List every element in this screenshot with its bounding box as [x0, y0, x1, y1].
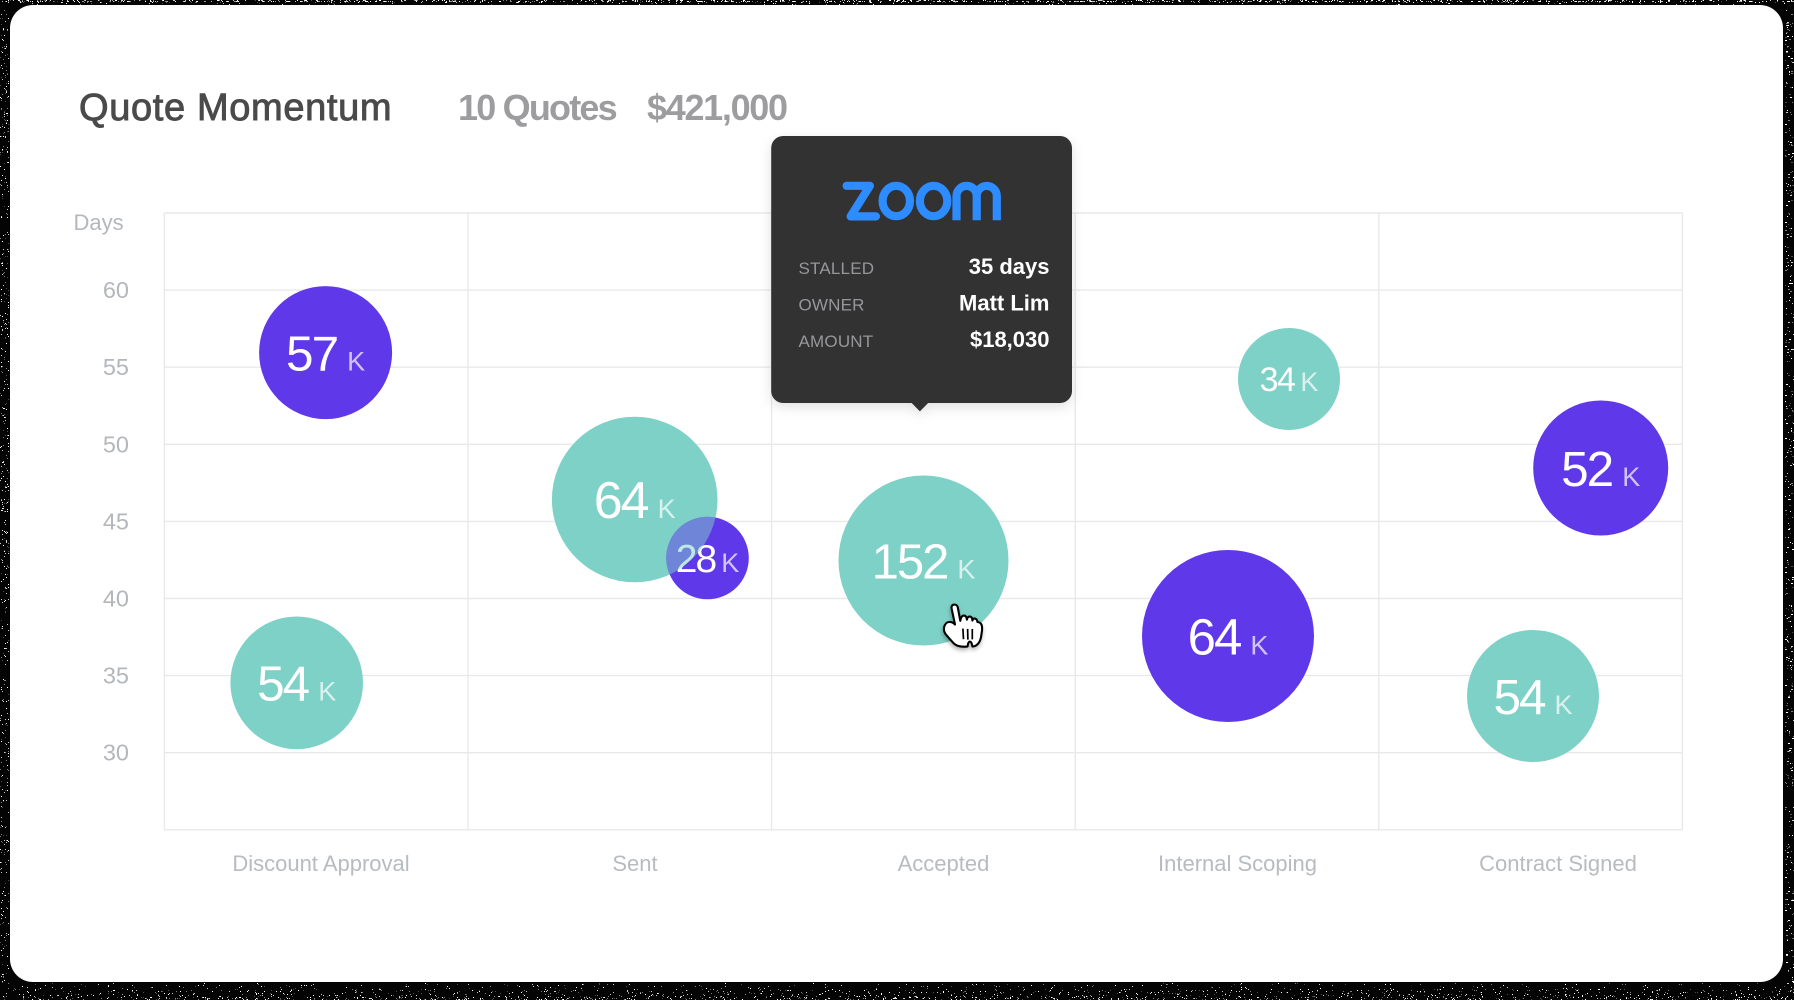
- svg-text:55: 55: [103, 354, 129, 380]
- svg-text:STALLED: STALLED: [799, 259, 875, 278]
- svg-text:OWNER: OWNER: [799, 296, 865, 315]
- svg-text:Sent: Sent: [612, 851, 657, 876]
- svg-text:35: 35: [103, 663, 129, 689]
- svg-text:64K: 64 K: [1188, 608, 1269, 665]
- svg-text:Internal Scoping: Internal Scoping: [1158, 851, 1317, 876]
- svg-text:Quote Momentum: Quote Momentum: [79, 87, 392, 129]
- svg-text:Matt Lim: Matt Lim: [959, 291, 1049, 316]
- svg-text:Discount Approval: Discount Approval: [232, 851, 409, 876]
- svg-text:54K: 54 K: [1493, 670, 1572, 725]
- svg-text:50: 50: [103, 431, 129, 457]
- svg-text:54K: 54 K: [257, 657, 336, 712]
- svg-text:52K: 52 K: [1561, 442, 1640, 497]
- svg-text:$421,000: $421,000: [647, 87, 787, 128]
- svg-text:AMOUNT: AMOUNT: [799, 332, 874, 351]
- svg-text:64K: 64 K: [594, 472, 676, 530]
- svg-text:Accepted: Accepted: [898, 851, 990, 876]
- svg-text:45: 45: [103, 508, 129, 534]
- svg-text:$18,030: $18,030: [970, 327, 1050, 352]
- svg-text:Days: Days: [74, 210, 124, 235]
- svg-text:57K: 57 K: [286, 326, 365, 381]
- svg-text:35 days: 35 days: [969, 254, 1050, 279]
- svg-text:34K: 34 K: [1260, 361, 1319, 399]
- svg-text:60: 60: [103, 277, 129, 303]
- svg-text:Contract Signed: Contract Signed: [1479, 851, 1637, 876]
- svg-text:30: 30: [103, 740, 129, 766]
- svg-text:40: 40: [103, 586, 129, 612]
- svg-text:10 Quotes: 10 Quotes: [458, 87, 617, 128]
